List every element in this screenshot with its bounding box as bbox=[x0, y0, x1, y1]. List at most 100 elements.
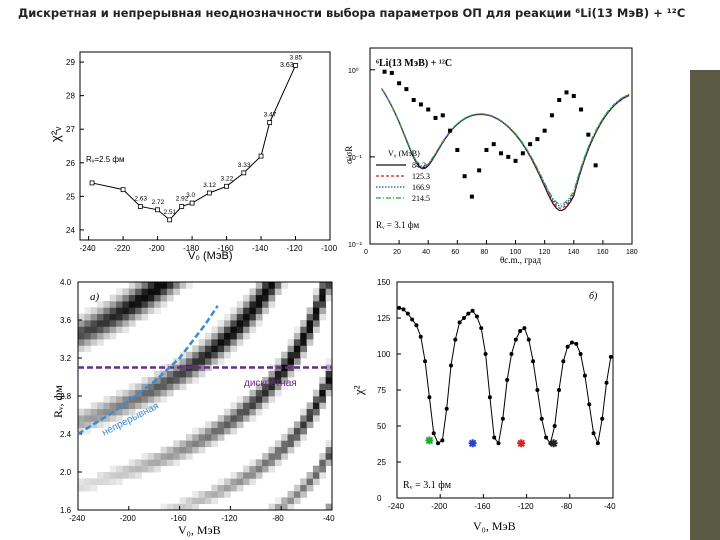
heatmap-cell bbox=[319, 301, 327, 308]
heatmap-cell bbox=[211, 440, 219, 448]
chi-curve-panel: -240 -220 -200 -180 -160 -140 -120 -100 24 25 26 27… bbox=[48, 44, 338, 264]
heatmap-cell bbox=[135, 288, 142, 296]
heatmap-cell bbox=[103, 472, 111, 479]
heatmap-cell bbox=[90, 339, 98, 346]
heatmap-cell bbox=[243, 301, 250, 308]
heatmap-cell bbox=[306, 326, 314, 334]
legend-label: 84.2 bbox=[412, 161, 426, 170]
y-tick-label: 50 bbox=[377, 422, 386, 431]
heatmap-cell bbox=[293, 484, 301, 492]
heatmap-cell bbox=[179, 453, 187, 460]
heatmap-cell bbox=[230, 472, 238, 479]
heatmap-cell bbox=[141, 288, 149, 296]
heatmap-cell bbox=[166, 453, 174, 460]
heatmap-cell bbox=[281, 364, 288, 372]
experimental-point bbox=[586, 132, 591, 137]
scan-point bbox=[569, 340, 574, 345]
heatmap-cell bbox=[306, 320, 314, 327]
heatmap-cell bbox=[116, 307, 123, 315]
scan-point bbox=[574, 341, 579, 346]
heatmap-cell bbox=[281, 434, 288, 441]
heatmap-cell bbox=[312, 307, 320, 315]
heatmap-cell bbox=[325, 377, 333, 384]
heatmap-cell bbox=[147, 307, 155, 315]
legend-title: V₀ (МэВ) bbox=[388, 149, 420, 158]
heatmap-cell bbox=[147, 453, 155, 460]
heatmap-cell bbox=[325, 358, 333, 365]
heatmap-cell bbox=[293, 326, 301, 334]
heatmap-cell bbox=[122, 389, 130, 397]
heatmap-cell bbox=[300, 320, 307, 327]
heatmap-cell bbox=[147, 301, 155, 308]
heatmap-cell bbox=[84, 313, 92, 321]
heatmap-cell bbox=[262, 453, 269, 460]
scan-point bbox=[487, 395, 492, 400]
heatmap-cell bbox=[160, 377, 168, 384]
point-label: 3.85 bbox=[290, 54, 303, 61]
heatmap-cell bbox=[325, 364, 333, 372]
point-label: 2.72 bbox=[152, 199, 165, 206]
heatmap-cell bbox=[141, 307, 149, 315]
heatmap-cell bbox=[141, 402, 149, 410]
heatmap-cell bbox=[109, 301, 117, 308]
heatmap-cell bbox=[179, 377, 187, 384]
heatmap-cell bbox=[274, 440, 282, 448]
heatmap-cell bbox=[300, 484, 307, 492]
point-label: 3.47 bbox=[264, 112, 277, 119]
heatmap-cell bbox=[319, 465, 327, 473]
y-tick-label: 24 bbox=[66, 226, 75, 235]
heatmap-cell bbox=[90, 326, 98, 334]
heatmap-cell bbox=[154, 389, 161, 397]
scan-point bbox=[496, 441, 501, 446]
heatmap-cell bbox=[205, 427, 212, 435]
heatmap-cell bbox=[287, 446, 295, 454]
heatmap-cell bbox=[109, 472, 117, 479]
y-tick-label: 25 bbox=[377, 458, 386, 467]
heatmap-cell bbox=[319, 288, 327, 296]
heatmap-cell bbox=[255, 313, 263, 321]
heatmap-cell bbox=[116, 301, 123, 308]
data-point bbox=[167, 217, 173, 223]
heatmap-cell bbox=[198, 351, 206, 359]
x-axis-label: V₀, МэВ bbox=[473, 519, 516, 533]
heatmap-cell bbox=[154, 465, 161, 473]
heatmap-cell bbox=[325, 370, 333, 378]
heatmap-cell bbox=[217, 345, 225, 353]
heatmap-cell bbox=[128, 288, 136, 296]
heatmap-cell bbox=[255, 301, 263, 308]
heatmap-cell bbox=[173, 440, 180, 448]
heatmap-cell bbox=[262, 465, 269, 473]
heatmap-cell bbox=[141, 396, 149, 403]
heatmap-cell bbox=[268, 282, 276, 289]
heatmap-cell bbox=[122, 320, 130, 327]
heatmap-cell bbox=[312, 320, 320, 327]
heatmap-cell bbox=[116, 472, 123, 479]
heatmap-cell bbox=[97, 326, 104, 334]
x-tick-label: -200 bbox=[149, 244, 166, 253]
heatmap-cell bbox=[192, 440, 200, 448]
y-axis-label: Rᵥ, фм bbox=[51, 385, 65, 418]
heatmap-cell bbox=[274, 453, 282, 460]
heatmap-cell bbox=[300, 415, 307, 422]
y-tick-label: 0 bbox=[377, 494, 382, 503]
heatmap-cell bbox=[205, 491, 212, 498]
heatmap-cell bbox=[78, 320, 85, 327]
heatmap-cell bbox=[268, 301, 276, 308]
heatmap-cell bbox=[179, 358, 187, 365]
heatmap-cell bbox=[116, 396, 123, 403]
heatmap-cell bbox=[97, 301, 104, 308]
heatmap-cell bbox=[97, 320, 104, 327]
heatmap-cell bbox=[109, 332, 117, 340]
point-label: 3.12 bbox=[203, 182, 216, 189]
heatmap-cell bbox=[300, 326, 307, 334]
heatmap-cell bbox=[319, 402, 327, 410]
heatmap-cell bbox=[268, 294, 276, 302]
heatmap-cell bbox=[319, 472, 327, 479]
heatmap-cell bbox=[281, 453, 288, 460]
heatmap-cell bbox=[135, 465, 142, 473]
minimum-marker bbox=[468, 439, 477, 448]
heatmap-cell bbox=[166, 383, 174, 391]
heatmap-cell bbox=[154, 294, 161, 302]
heatmap-cell bbox=[249, 459, 257, 467]
heatmap-cell bbox=[84, 408, 92, 416]
